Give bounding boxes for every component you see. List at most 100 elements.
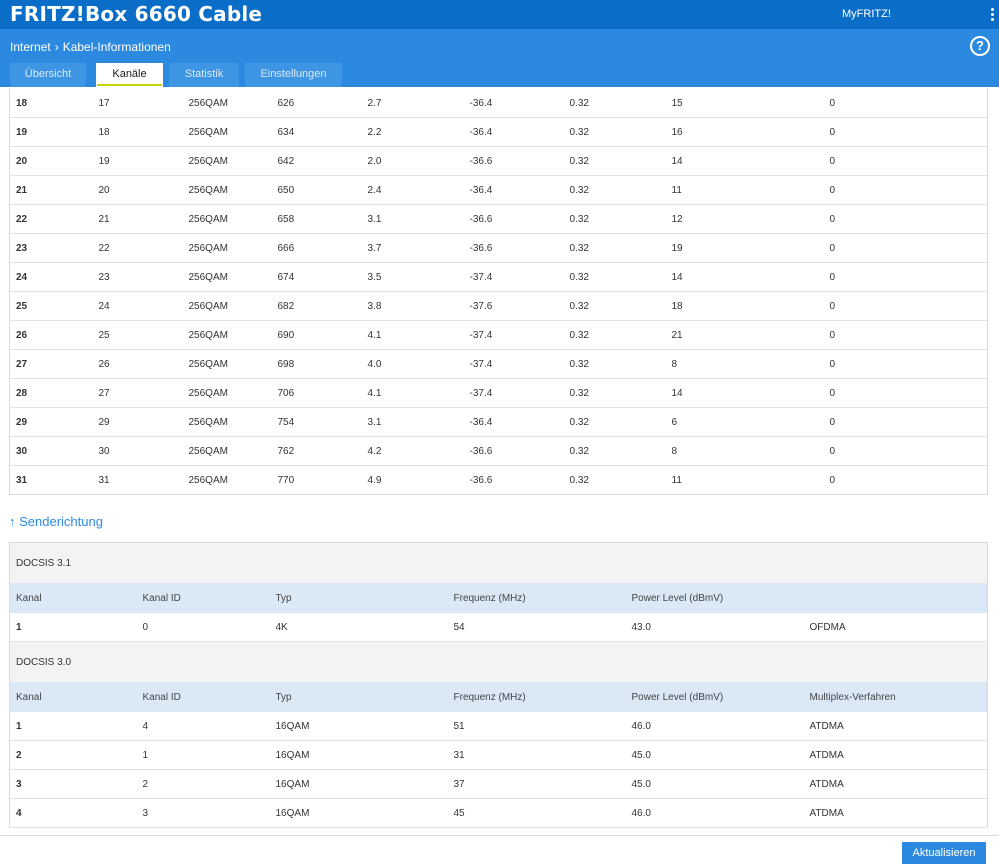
- column-header: Frequenz (MHz): [453, 682, 632, 712]
- table-cell: 37: [453, 769, 632, 799]
- table-cell: 0: [829, 320, 988, 350]
- upstream-section-title[interactable]: ↑ Senderichtung: [9, 514, 103, 529]
- docsis-group-header: DOCSIS 3.1: [9, 542, 988, 583]
- docsis-group-title: DOCSIS 3.1: [9, 542, 988, 583]
- active-tab-indicator: [97, 84, 162, 86]
- table-row: 3 2 16QAM 37 45.0 ATDMA: [9, 769, 988, 799]
- table-cell: 256QAM: [188, 262, 278, 292]
- table-row: 26 25 256QAM 690 4.1 -37.4 0.32 21 0: [9, 320, 988, 350]
- table-cell: 14: [671, 378, 830, 408]
- breadcrumb-parent[interactable]: Internet: [10, 40, 51, 54]
- table-cell: 256QAM: [188, 349, 278, 379]
- table-cell: 23: [9, 233, 99, 263]
- table-cell: 4.1: [367, 378, 470, 408]
- table-cell: 3: [9, 769, 143, 799]
- table-cell: -37.4: [469, 262, 570, 292]
- refresh-button[interactable]: Aktualisieren: [902, 842, 986, 864]
- table-cell: -36.6: [469, 233, 570, 263]
- table-row: 1 4 16QAM 51 46.0 ATDMA: [9, 712, 988, 741]
- table-cell: 46.0: [631, 712, 810, 741]
- table-cell: 256QAM: [188, 89, 278, 118]
- table-cell: 19: [98, 146, 189, 176]
- table-cell: 2: [9, 740, 143, 770]
- table-cell: 24: [98, 291, 189, 321]
- table-cell: 14: [671, 146, 830, 176]
- table-cell: 690: [277, 320, 368, 350]
- tab-statistik[interactable]: Statistik: [169, 63, 239, 87]
- footer-divider: [0, 835, 999, 836]
- column-header: Kanal: [9, 583, 143, 613]
- table-cell: 0.32: [569, 378, 672, 408]
- table-cell: 0.32: [569, 349, 672, 379]
- column-header: Multiplex-Verfahren: [809, 682, 988, 712]
- table-cell: 256QAM: [188, 320, 278, 350]
- upstream-channel-table: DOCSIS 3.1 Kanal Kanal ID Typ Frequenz (MHz)…: [9, 542, 988, 828]
- table-cell: 666: [277, 233, 368, 263]
- breadcrumb-current: Kabel-Informationen: [62, 40, 171, 54]
- table-row: 25 24 256QAM 682 3.8 -37.6 0.32 18 0: [9, 291, 988, 321]
- table-cell: 0.32: [569, 291, 672, 321]
- table-cell: -36.4: [469, 117, 570, 147]
- table-cell: -37.4: [469, 378, 570, 408]
- table-row: 28 27 256QAM 706 4.1 -37.4 0.32 14 0: [9, 378, 988, 408]
- table-cell: 6: [671, 407, 830, 437]
- table-row: 24 23 256QAM 674 3.5 -37.4 0.32 14 0: [9, 262, 988, 292]
- table-cell: ATDMA: [809, 712, 988, 741]
- table-cell: 31: [98, 474, 110, 486]
- table-cell: 0: [829, 262, 988, 292]
- table-cell: 0.32: [569, 320, 672, 350]
- table-cell: 3.7: [367, 233, 470, 263]
- table-cell: 45: [453, 798, 632, 828]
- table-cell: 21: [9, 175, 99, 205]
- table-cell: 0: [829, 204, 988, 234]
- table-row: 2 1 16QAM 31 45.0 ATDMA: [9, 740, 988, 770]
- table-cell: 54: [453, 613, 632, 642]
- table-cell: 698: [277, 349, 368, 379]
- table-cell: 0: [829, 474, 836, 486]
- table-cell: 762: [277, 436, 368, 466]
- table-cell: 20: [9, 146, 99, 176]
- tab-einstellungen[interactable]: Einstellungen: [245, 63, 342, 87]
- table-cell: 682: [277, 291, 368, 321]
- table-cell: 650: [277, 175, 368, 205]
- table-cell: 1: [142, 740, 276, 770]
- breadcrumb: Internet › Kabel-Informationen: [10, 40, 171, 54]
- table-cell: 256QAM: [188, 436, 278, 466]
- table-cell: 25: [98, 320, 189, 350]
- table-row: 20 19 256QAM 642 2.0 -36.6 0.32 14 0: [9, 146, 988, 176]
- table-cell: 770: [277, 474, 295, 486]
- table-cell: -36.4: [469, 89, 570, 118]
- table-cell: -36.4: [469, 407, 570, 437]
- table-row: 21 20 256QAM 650 2.4 -36.4 0.32 11 0: [9, 175, 988, 205]
- table-cell: 706: [277, 378, 368, 408]
- help-icon[interactable]: ?: [970, 36, 990, 56]
- table-cell: 45.0: [631, 740, 810, 770]
- table-cell: 4: [9, 798, 143, 828]
- table-cell: 0: [829, 233, 988, 263]
- tab-kanaele[interactable]: Kanäle: [96, 63, 163, 87]
- table-cell: -37.4: [469, 349, 570, 379]
- more-menu-icon[interactable]: [991, 8, 994, 23]
- column-header: Typ: [275, 583, 454, 613]
- table-cell: 2.7: [367, 89, 470, 118]
- header-bar: Internet › Kabel-Informationen ? Übersicht…: [0, 29, 999, 87]
- table-row: 1 0 4K 54 43.0 OFDMA: [9, 613, 988, 642]
- table-cell: 0: [829, 378, 988, 408]
- tab-uebersicht[interactable]: Übersicht: [10, 63, 86, 87]
- table-cell: 3.1: [367, 407, 470, 437]
- myfritz-link[interactable]: MyFRITZ!: [842, 8, 891, 20]
- table-cell: 29: [9, 407, 99, 437]
- table-cell: 12: [671, 204, 830, 234]
- table-cell: 3: [142, 798, 276, 828]
- table-cell: 2.2: [367, 117, 470, 147]
- table-row: 22 21 256QAM 658 3.1 -36.6 0.32 12 0: [9, 204, 988, 234]
- table-cell: 23: [98, 262, 189, 292]
- table-cell: 0: [829, 436, 988, 466]
- table-cell: 21: [98, 204, 189, 234]
- table-cell: 8: [671, 349, 830, 379]
- table-row: 19 18 256QAM 634 2.2 -36.4 0.32 16 0: [9, 117, 988, 147]
- column-header: Kanal ID: [142, 682, 276, 712]
- table-cell: 256QAM: [188, 204, 278, 234]
- column-header-row: Kanal Kanal ID Typ Frequenz (MHz) Power Leve…: [9, 583, 988, 613]
- table-cell: -36.6: [469, 474, 493, 486]
